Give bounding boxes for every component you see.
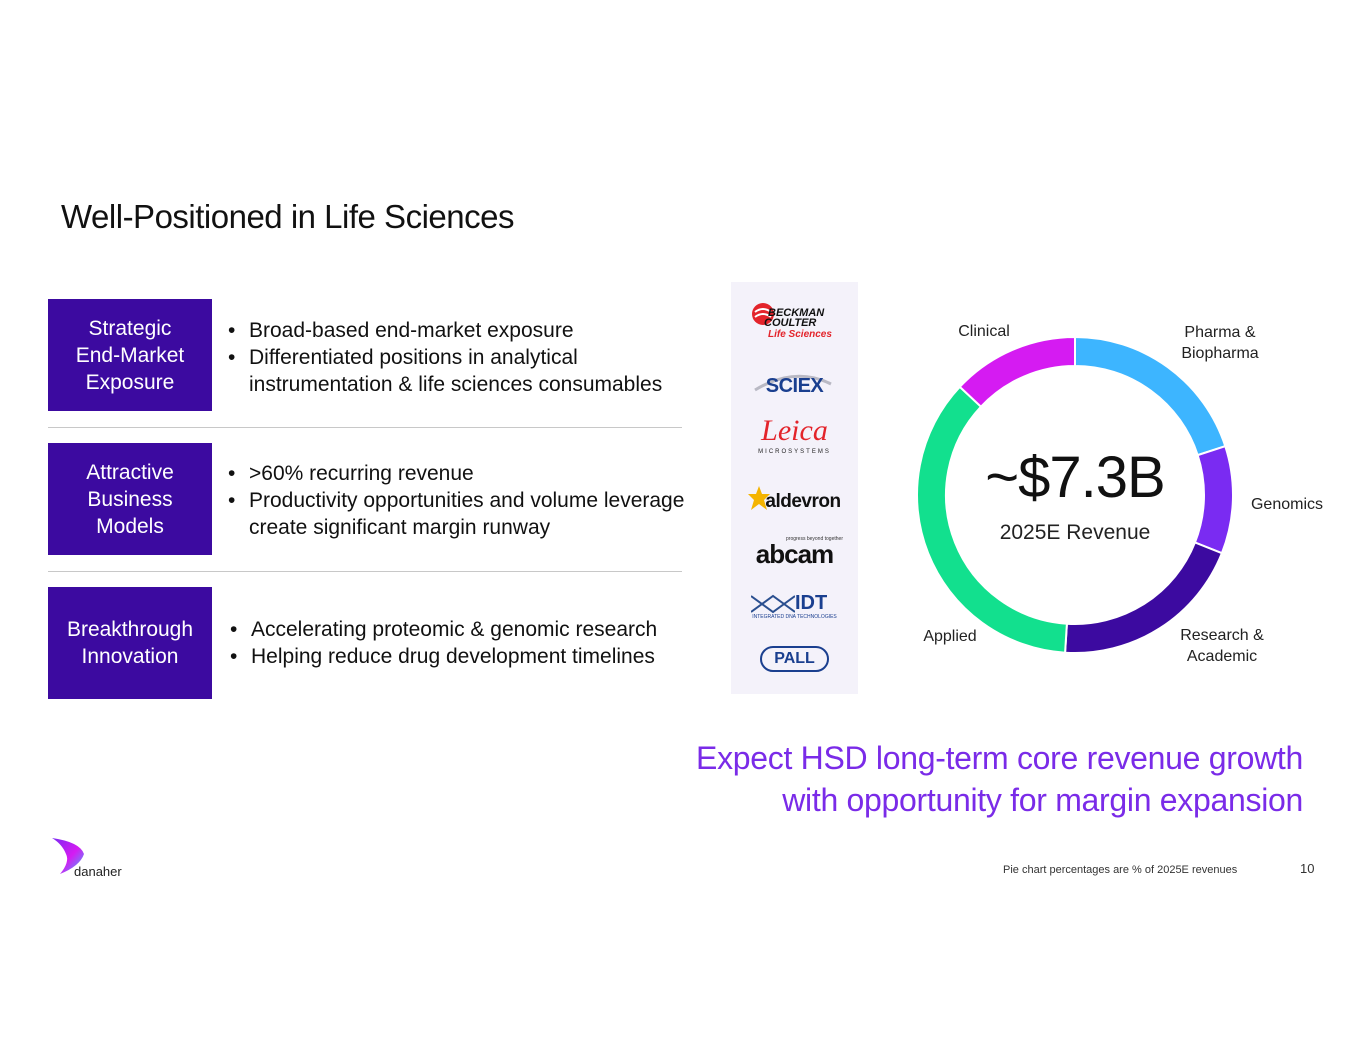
danaher-mark-icon bbox=[52, 838, 84, 874]
bullet-item: >60% recurring revenue bbox=[228, 460, 728, 487]
bullets-row-1: Broad-based end-market exposure Differen… bbox=[228, 317, 708, 398]
pall-text: PALL bbox=[774, 650, 815, 667]
idt-sub: INTEGRATED DNA TECHNOLOGIES bbox=[752, 614, 837, 620]
page-title: Well-Positioned in Life Sciences bbox=[61, 198, 514, 235]
brand-logo-panel: BECKMAN COULTER Life Sciences SCIEX Leic… bbox=[731, 282, 858, 694]
bullet-item: Broad-based end-market exposure bbox=[228, 317, 708, 344]
sciex-text: SCIEX bbox=[765, 375, 824, 397]
tagline-line-1: Expect HSD long-term core revenue growth bbox=[696, 740, 1303, 776]
beckman-line-1: BECKMAN bbox=[768, 307, 825, 319]
abcam-text: abcam bbox=[755, 539, 834, 569]
leica-text: Leica bbox=[761, 414, 828, 447]
row-divider bbox=[48, 571, 682, 572]
revenue-donut-chart bbox=[916, 335, 1234, 654]
tagline: Expect HSD long-term core revenue growth… bbox=[696, 737, 1303, 821]
sciex-logo: SCIEX bbox=[731, 370, 858, 405]
danaher-logo bbox=[50, 836, 90, 883]
tagline-line-2: with opportunity for margin expansion bbox=[782, 782, 1303, 818]
label-attractive-business-models: Attractive Business Models bbox=[48, 443, 212, 555]
idt-text: IDT bbox=[795, 592, 828, 614]
segment-label-research-academic: Research & Academic bbox=[1180, 627, 1264, 665]
page-number: 10 bbox=[1300, 861, 1315, 876]
segment-label-applied: Applied bbox=[923, 628, 977, 645]
bullet-item: Productivity opportunities and volume le… bbox=[228, 487, 728, 541]
brand-name: danaher bbox=[74, 864, 122, 879]
beckman-line-3: Life Sciences bbox=[768, 329, 832, 340]
label-breakthrough-innovation: Breakthrough Innovation bbox=[48, 587, 212, 699]
footnote: Pie chart percentages are % of 2025E rev… bbox=[1003, 864, 1238, 876]
segment-label-genomics: Genomics bbox=[1250, 496, 1324, 513]
label-strategic-end-market-exposure: Strategic End-Market Exposure bbox=[48, 299, 212, 411]
donut-slice-clinical bbox=[958, 335, 1076, 409]
bullet-item: Helping reduce drug development timeline… bbox=[230, 643, 710, 670]
bullets-row-3: Accelerating proteomic & genomic researc… bbox=[230, 616, 710, 670]
chart-center-label: 2025E Revenue bbox=[999, 521, 1151, 544]
segment-label-clinical: Clinical bbox=[958, 323, 1010, 340]
chart-center-value: ~$7.3B bbox=[985, 445, 1165, 510]
bullet-item: Differentiated positions in analytical i… bbox=[228, 344, 708, 398]
leica-sub: MICROSYSTEMS bbox=[758, 449, 831, 455]
leica-logo: Leica MICROSYSTEMS bbox=[731, 414, 858, 456]
aldevron-text: aldevron bbox=[765, 491, 841, 512]
abcam-tag: progress beyond together bbox=[786, 536, 843, 542]
pall-logo: PALL bbox=[731, 646, 858, 672]
abcam-logo: progress beyond together abcam bbox=[731, 536, 858, 569]
segment-label-pharma-biopharma: Pharma & Biopharma bbox=[1181, 324, 1259, 362]
donut-slice-genomics bbox=[1193, 444, 1234, 555]
beckman-coulter-logo: BECKMAN COULTER Life Sciences bbox=[731, 292, 858, 353]
bullet-item: Accelerating proteomic & genomic researc… bbox=[230, 616, 710, 643]
donut-slice-applied bbox=[916, 385, 1068, 654]
row-divider bbox=[48, 427, 682, 428]
bullets-row-2: >60% recurring revenue Productivity oppo… bbox=[228, 460, 728, 541]
beckman-line-2: COULTER bbox=[764, 317, 817, 329]
